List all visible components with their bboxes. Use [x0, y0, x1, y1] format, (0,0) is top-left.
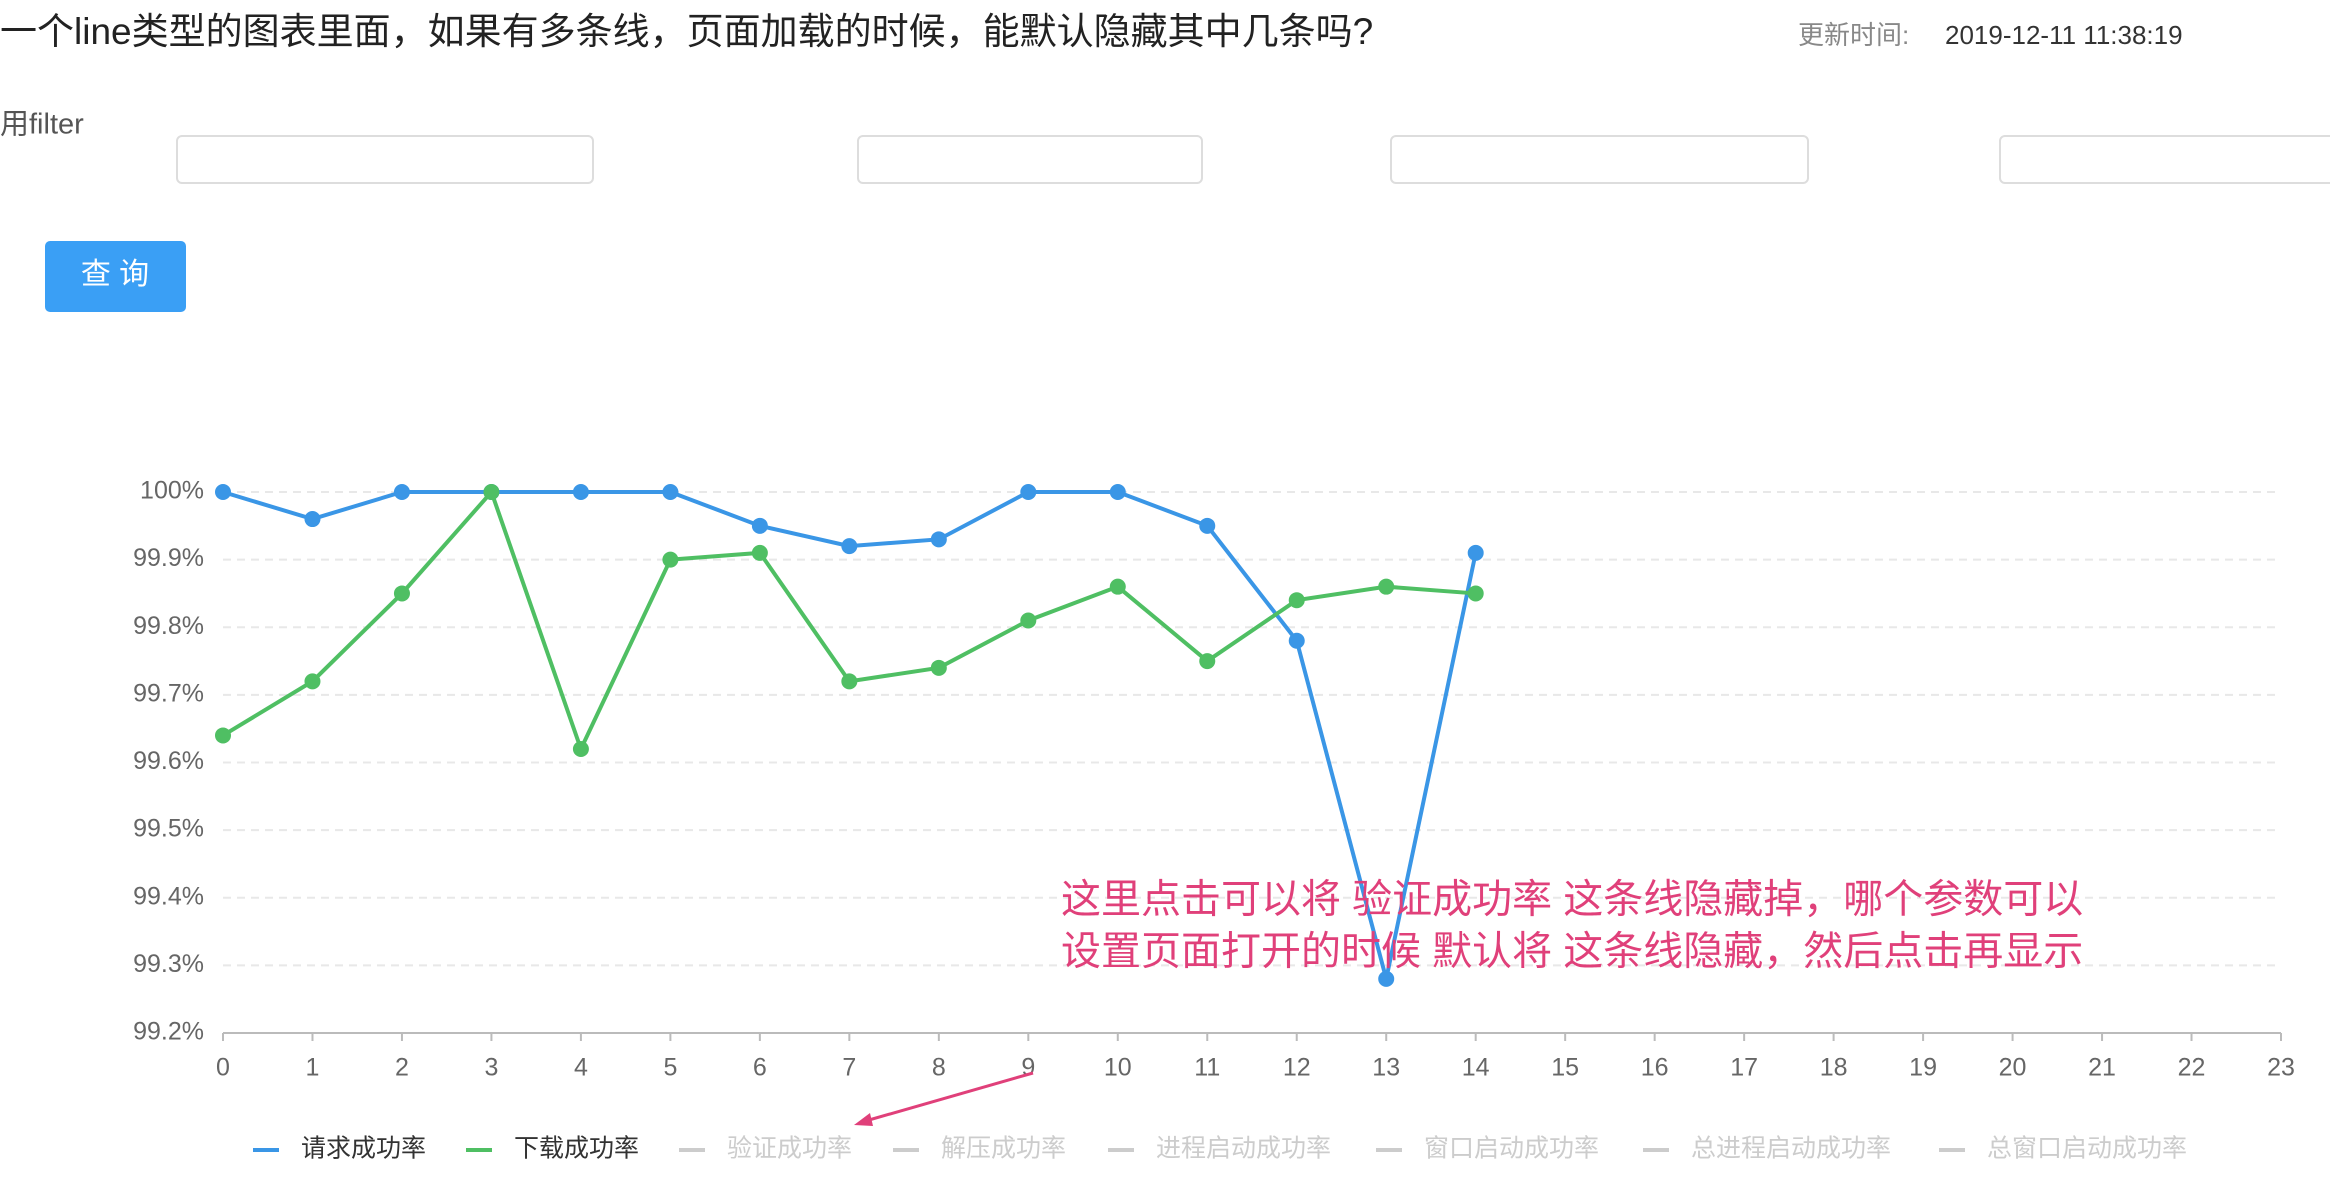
data-point	[572, 484, 589, 500]
data-point	[751, 544, 768, 561]
data-point	[215, 484, 231, 500]
updated-label: 更新时间:	[1798, 20, 1909, 50]
x-tick-label: 14	[1462, 1054, 1490, 1082]
updated-time: 2019-12-11 11:38:19	[1945, 20, 2183, 50]
x-tick-label: 1	[306, 1054, 320, 1082]
data-point	[1378, 970, 1395, 987]
x-tick-label: 13	[1372, 1054, 1400, 1082]
x-tick-label: 0	[216, 1054, 230, 1082]
question-title: 一个line类型的图表里面，如果有多条线，页面加载的时候，能默认隐藏其中几条吗?	[0, 11, 1373, 52]
x-tick-label: 2	[395, 1054, 409, 1082]
y-tick-label: 99.3%	[133, 950, 204, 978]
data-point	[304, 673, 321, 690]
x-tick-label: 20	[1999, 1054, 2027, 1082]
x-tick-label: 5	[663, 1054, 677, 1082]
y-tick-label: 99.5%	[133, 815, 204, 843]
x-tick-label: 16	[1641, 1054, 1669, 1082]
data-point	[393, 484, 410, 500]
x-tick-label: 23	[2267, 1054, 2295, 1082]
legend-label[interactable]: 窗口启动成功率	[1424, 1135, 1599, 1163]
legend-label[interactable]: 总窗口启动成功率	[1987, 1135, 2187, 1163]
line-chart: 99.2% 99.3% 99.4% 99.5% 99.6% 99.7% 99.8% 99.9%…	[133, 477, 2295, 1163]
data-point	[1288, 592, 1305, 609]
data-point	[930, 659, 947, 676]
data-point	[1378, 578, 1395, 595]
y-tick-label: 100%	[140, 477, 204, 505]
filter-input[interactable]	[176, 135, 594, 184]
annotation-arrowhead	[854, 1113, 873, 1126]
data-point	[662, 551, 679, 568]
legend-label[interactable]: 请求成功率	[301, 1135, 426, 1163]
data-point	[841, 538, 858, 555]
filter-input[interactable]	[1390, 135, 1809, 184]
x-tick-label: 19	[1909, 1054, 1937, 1082]
data-point	[1020, 612, 1037, 629]
data-point	[841, 673, 858, 690]
data-point	[572, 740, 589, 757]
data-point	[930, 531, 947, 548]
x-tick-label: 18	[1820, 1054, 1848, 1082]
data-point	[215, 727, 231, 744]
data-point	[1199, 653, 1216, 670]
x-tick-label: 22	[2178, 1054, 2206, 1082]
x-tick-label: 6	[753, 1054, 767, 1082]
query-button-label: 查 询	[81, 258, 149, 291]
legend-label[interactable]: 总进程启动成功率	[1691, 1135, 1891, 1163]
x-tick-label: 11	[1194, 1054, 1220, 1082]
x-tick-label: 7	[842, 1054, 856, 1082]
x-tick-label: 8	[932, 1054, 946, 1082]
x-tick-label: 9	[1021, 1054, 1035, 1082]
legend-label[interactable]: 验证成功率	[727, 1135, 852, 1163]
data-point	[751, 517, 768, 534]
data-point	[1467, 544, 1484, 561]
data-point	[393, 585, 410, 602]
data-point	[1109, 578, 1126, 595]
x-tick-label: 17	[1730, 1054, 1758, 1082]
annotation-line: 设置页面打开的时候 默认将 这条线隐藏，然后点击再显示	[1061, 930, 2083, 974]
x-tick-label: 15	[1551, 1054, 1579, 1082]
data-point	[1467, 585, 1484, 602]
annotation-arrow	[861, 1071, 1034, 1124]
x-tick-label: 10	[1104, 1054, 1132, 1082]
annotation-line: 这里点击可以将 验证成功率 这条线隐藏掉，哪个参数可以	[1061, 878, 2083, 922]
y-tick-label: 99.2%	[133, 1018, 204, 1046]
data-point	[1109, 484, 1126, 500]
filter-hint: 用filter	[0, 109, 84, 141]
y-tick-label: 99.6%	[133, 747, 204, 775]
filter-input[interactable]	[857, 135, 1203, 184]
data-point	[662, 484, 679, 500]
legend-label[interactable]: 进程启动成功率	[1156, 1135, 1331, 1163]
y-tick-label: 99.4%	[133, 882, 204, 910]
data-point	[483, 484, 500, 500]
data-point	[304, 511, 321, 528]
y-tick-label: 99.7%	[133, 679, 204, 707]
data-point	[1020, 484, 1037, 500]
data-point	[1199, 517, 1216, 534]
y-tick-label: 99.9%	[133, 544, 204, 572]
series-line	[221, 488, 1476, 755]
filter-input[interactable]	[1999, 135, 2330, 184]
x-tick-label: 12	[1283, 1054, 1311, 1082]
legend-label[interactable]: 下载成功率	[514, 1135, 639, 1163]
x-tick-label: 21	[2088, 1054, 2116, 1082]
legend-label[interactable]: 解压成功率	[941, 1135, 1066, 1163]
query-button[interactable]	[45, 241, 186, 312]
x-tick-label: 3	[484, 1054, 498, 1082]
x-tick-label: 4	[574, 1054, 588, 1082]
data-point	[1288, 632, 1305, 649]
y-tick-label: 99.8%	[133, 612, 204, 640]
